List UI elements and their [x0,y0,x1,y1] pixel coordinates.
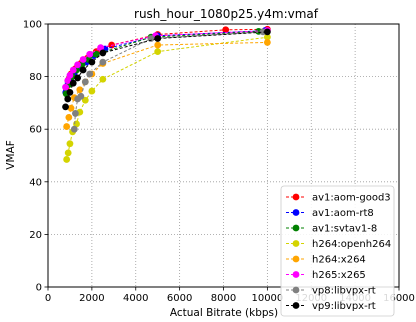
data-point [99,58,107,66]
series-line [73,31,264,130]
legend-item: h264:x264 [286,255,366,266]
x-tick-label: 0 [45,293,51,304]
data-point [88,58,96,66]
x-tick-label: 6000 [167,293,192,304]
legend-marker [292,302,300,309]
data-point [99,75,107,83]
y-tick-label: 40 [29,177,42,188]
data-point [64,95,72,103]
data-point [64,77,72,84]
data-point [154,48,162,56]
x-tick-label: 10000 [251,293,283,304]
data-point [263,39,271,46]
series-vp9-libvpx-rt [62,28,271,111]
legend-item: vp9:libvpx-rt [286,301,376,312]
legend-item: h264:openh264 [286,239,391,250]
data-point [99,49,107,57]
legend-marker [292,255,300,263]
y-tick-label: 0 [36,283,42,294]
x-tick-label: 16000 [383,293,415,304]
series-h265-x265 [62,27,271,91]
series-line [65,31,268,107]
data-point [77,92,85,100]
data-point [62,103,69,111]
y-tick-label: 100 [23,20,42,31]
legend-label: h264:openh264 [312,239,391,250]
data-point [79,56,87,63]
legend-item: av1:aom-good3 [286,193,391,204]
data-point [81,78,89,86]
data-point [86,50,94,58]
legend-marker [292,240,300,247]
legend: av1:aom-good3 av1:aom-rt8 av1:svtav1-8 h264… [280,185,395,317]
data-point [66,71,74,79]
data-point [63,123,71,130]
data-point [79,66,87,74]
data-point [69,79,77,87]
data-point [62,83,69,91]
data-point [88,87,96,95]
legend-marker [292,193,300,201]
series-line [65,30,268,88]
x-axis-label: Actual Bitrate (kbps) [170,307,278,319]
legend-label: vp8:libvpx-rt [312,286,376,297]
data-point [76,86,84,94]
data-point [66,140,74,148]
data-point [222,26,230,34]
x-tick-label: 2000 [79,293,104,304]
legend-label: av1:aom-rt8 [312,208,374,219]
data-point [70,125,78,133]
series-line [65,30,266,93]
legend-marker [292,224,300,232]
y-tick-label: 20 [29,230,42,241]
data-point [69,66,77,74]
data-point [81,96,89,104]
x-tick-label: 4000 [123,293,148,304]
data-point [92,50,100,58]
data-point [63,156,71,163]
y-tick-label: 80 [29,72,42,83]
series-line [65,28,268,89]
chart-title: rush_hour_1080p25.y4m:vmaf [134,7,319,21]
legend-item: av1:svtav1-8 [286,224,377,235]
data-point [147,35,155,42]
data-point [72,110,79,117]
data-point [263,33,271,41]
data-point [154,35,162,42]
data-point [97,44,105,52]
legend-item: vp8:libvpx-rt [286,286,376,297]
data-point [66,88,74,96]
series-layer [62,25,271,163]
legend-label: h265:x265 [312,270,366,281]
data-point [74,61,82,69]
data-point [65,113,73,121]
legend-marker [292,209,300,216]
legend-label: vp9:libvpx-rt [312,301,376,312]
legend-label: av1:svtav1-8 [312,224,377,235]
legend-item: h265:x265 [286,270,366,281]
legend-item: av1:aom-rt8 [286,208,374,219]
legend-marker [292,286,300,294]
legend-box [280,185,395,317]
x-tick-label: 8000 [211,293,236,304]
y-axis-label: VMAF [5,140,17,169]
legend-marker [292,271,300,278]
data-point [263,28,271,36]
data-point [67,104,75,112]
data-point [154,41,162,49]
axis-ticks: 0200040006000800010000120001400016000020… [23,20,415,305]
data-point [74,74,82,82]
legend-label: h264:x264 [312,255,366,266]
data-point [86,70,94,78]
legend-label: av1:aom-good3 [312,193,391,204]
data-point [64,149,72,157]
y-tick-label: 60 [29,125,42,136]
